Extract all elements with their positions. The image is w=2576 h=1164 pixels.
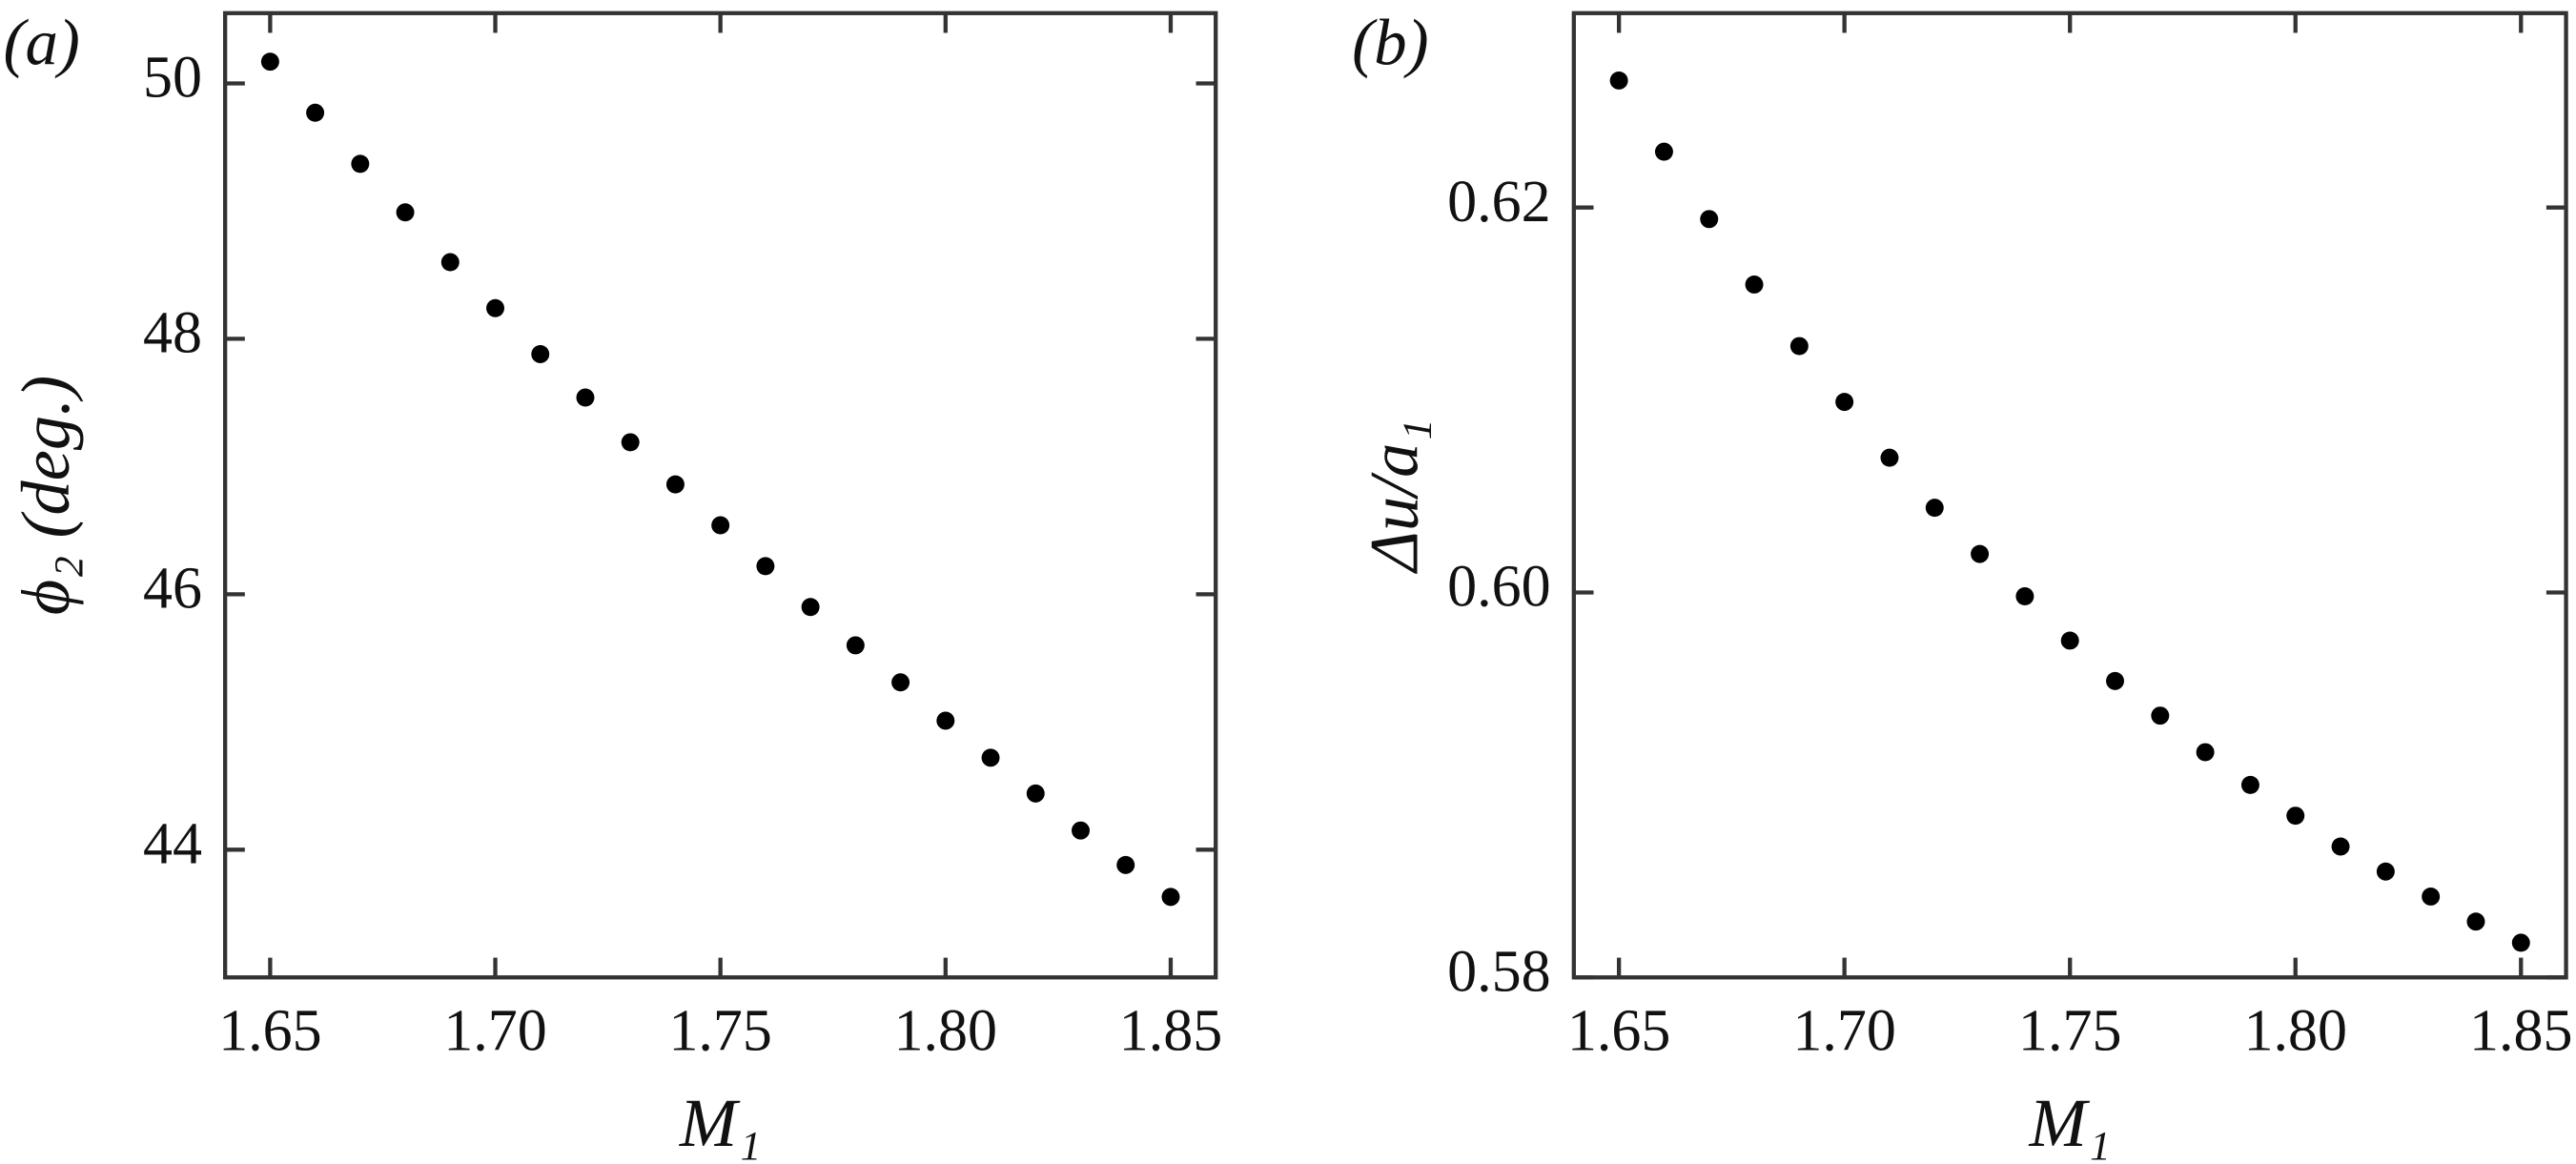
x-tick-label: 1.65 [218,999,322,1064]
x-tick-label: 1.75 [668,999,772,1064]
data-point [2376,862,2395,881]
data-point [1161,888,1180,907]
data-point [2466,912,2485,931]
data-point [1116,855,1135,874]
x-axis-label: M₁ [679,1085,761,1161]
data-point [846,636,865,655]
data-point [2151,706,2170,725]
x-tick-label: 1.80 [894,999,998,1064]
data-point [981,748,1000,767]
data-point [1609,71,1628,90]
data-point [2196,743,2215,762]
data-point [2331,837,2350,856]
y-tick-label: 44 [143,812,202,877]
data-point [711,516,730,535]
x-tick-label: 1.75 [2018,999,2122,1064]
data-point [396,203,415,222]
x-axis-label: M₁ [2028,1085,2110,1161]
data-point [1925,499,1944,518]
data-point [306,103,325,122]
x-tick-label: 1.65 [1567,999,1671,1064]
axes-frame [222,10,1218,980]
axes-frame [1571,10,2568,980]
data-point [2286,807,2305,826]
x-tick-label: 1.85 [2469,999,2573,1064]
data-point [1971,544,1990,563]
y-tick-label: 46 [143,557,202,622]
data-point [801,598,820,617]
data-point [486,298,504,317]
data-point [1072,821,1090,840]
data-point [2240,775,2259,794]
data-point [1026,784,1045,803]
data-point [936,711,955,730]
data-point [531,345,550,363]
data-point [2060,631,2079,650]
y-tick-label: 0.62 [1447,170,1551,235]
data-point [1880,448,1899,467]
data-point [1745,275,1764,294]
y-tick-label: 0.58 [1447,939,1551,1004]
x-tick-label: 1.80 [2243,999,2347,1064]
data-point [665,475,685,494]
panel-label: (a) [4,7,80,79]
data-point [2015,587,2034,605]
data-point [1789,337,1809,356]
data-point [756,557,775,576]
data-point [621,433,640,452]
y-axis-label: Δu/a₁ [1357,419,1433,574]
data-point [440,253,460,272]
x-tick-label: 1.85 [1119,999,1223,1064]
data-point [351,154,370,174]
y-tick-label: 48 [143,301,202,366]
y-tick-label: 50 [143,46,202,111]
data-point [1700,210,1719,229]
data-point [2511,933,2530,952]
y-axis-label: ϕ₂ (deg.) [8,376,84,615]
data-point [576,388,595,407]
data-point [2422,887,2441,906]
x-tick-label: 1.70 [1792,999,1896,1064]
data-point [2106,671,2124,690]
y-tick-label: 0.60 [1447,555,1551,620]
data-point [1835,393,1854,412]
data-point [1654,142,1673,161]
x-tick-label: 1.70 [443,999,547,1064]
panel-label: (b) [1352,7,1428,79]
data-point [260,52,279,71]
data-point [891,673,910,692]
